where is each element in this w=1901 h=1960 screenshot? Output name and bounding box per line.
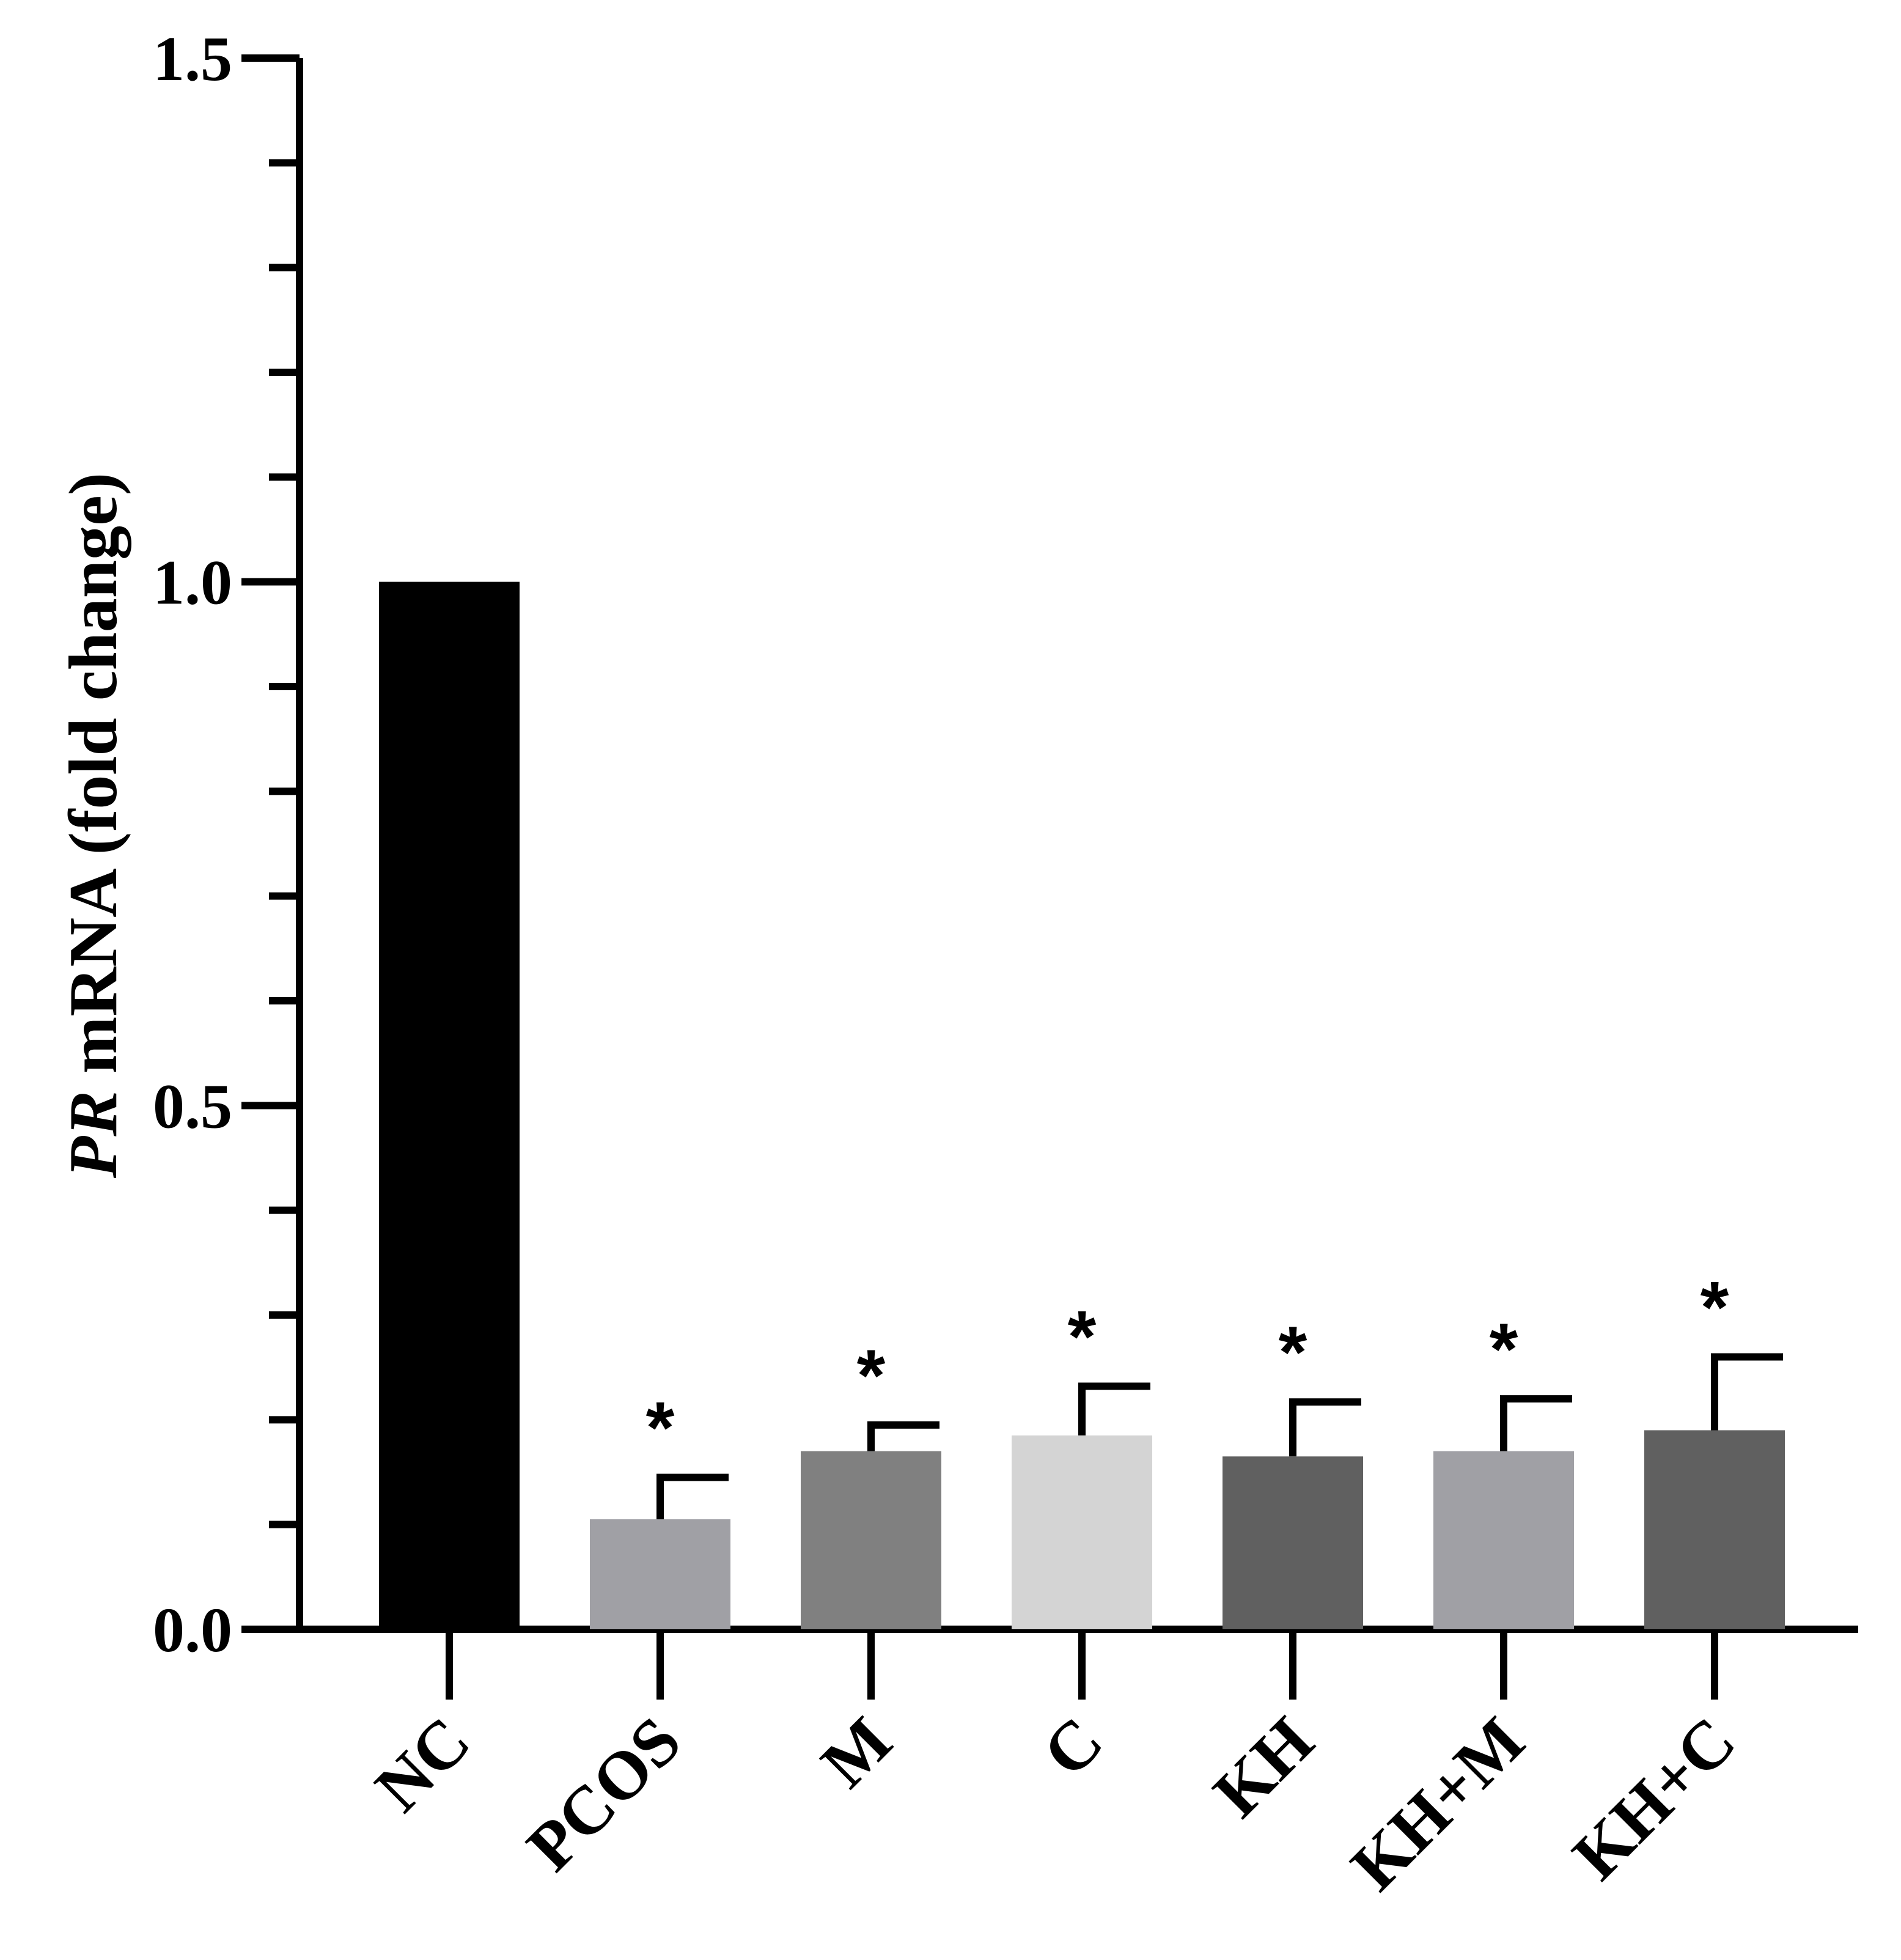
bar-c xyxy=(1012,1435,1152,1629)
y-axis-title-rest: mRNA (fold change) xyxy=(56,473,131,1091)
bar-m xyxy=(801,1451,941,1629)
x-tick-label: NC xyxy=(361,1703,485,1826)
bar-kh-plus-c xyxy=(1644,1430,1785,1629)
significance-markers: * * * * * * xyxy=(646,1267,1729,1469)
significance-asterisk: * xyxy=(1490,1308,1518,1390)
bar-kh-plus-m xyxy=(1433,1451,1574,1629)
x-tick-label: C xyxy=(1029,1703,1117,1791)
y-tick-label: 1.5 xyxy=(153,24,232,94)
x-tick-label: PCOS xyxy=(513,1703,696,1885)
significance-asterisk: * xyxy=(1701,1267,1729,1349)
bar-kh xyxy=(1223,1456,1363,1629)
x-tick-label: M xyxy=(807,1703,906,1802)
significance-asterisk: * xyxy=(1279,1311,1307,1393)
y-tick-label: 0.0 xyxy=(153,1595,232,1665)
y-axis: 0.0 0.5 1.0 1.5 xyxy=(153,24,303,1665)
x-tick-label: KH+C xyxy=(1558,1703,1749,1894)
y-tick-label: 1.0 xyxy=(153,548,232,618)
significance-asterisk: * xyxy=(646,1387,675,1469)
x-tick-label: KH+M xyxy=(1337,1703,1539,1905)
y-axis-title: PR mRNA (fold change) xyxy=(56,473,131,1179)
significance-asterisk: * xyxy=(1068,1296,1097,1378)
bar-nc xyxy=(379,581,520,1629)
bar-pcos xyxy=(590,1519,730,1629)
bars xyxy=(379,581,1785,1629)
x-axis xyxy=(296,1626,1858,1700)
y-axis-title-italic: PR xyxy=(56,1091,131,1179)
error-bars xyxy=(656,1353,1783,1520)
y-tick-label: 0.5 xyxy=(153,1071,232,1141)
x-tick-label: KH xyxy=(1199,1703,1328,1832)
x-tick-labels: NC PCOS M C KH KH+M KH+C xyxy=(361,1703,1750,1905)
significance-asterisk: * xyxy=(857,1335,886,1417)
